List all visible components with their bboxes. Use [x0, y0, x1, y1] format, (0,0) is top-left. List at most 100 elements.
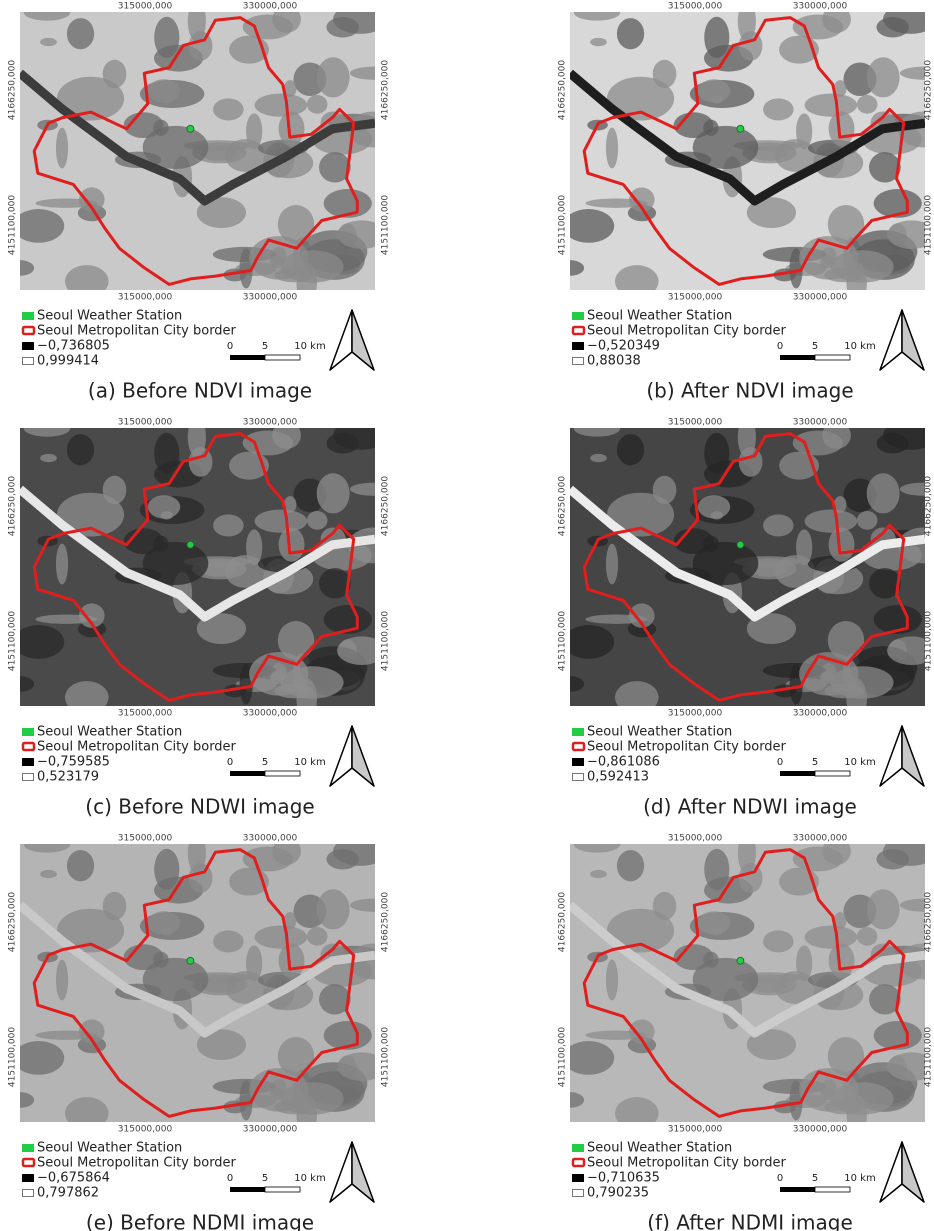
terrain-patch — [563, 625, 614, 659]
scale-bar-black — [230, 355, 265, 360]
terrain-patch — [333, 420, 388, 450]
y-coord-label: 4166250,000 — [381, 476, 391, 536]
legend-border-swatch — [23, 1159, 34, 1166]
terrain-patch — [739, 863, 763, 893]
legend-border: Seoul Metropolitan City border — [37, 324, 237, 339]
y-coord-label: 4151100,000 — [924, 1027, 934, 1087]
north-arrow-right — [352, 1142, 374, 1202]
y-coord-label: 4151100,000 — [8, 611, 18, 671]
weather-station — [737, 957, 744, 964]
y-coord-label: 4151100,000 — [924, 611, 934, 671]
x-coord-label: 330000,000 — [793, 2, 848, 12]
terrain-patch — [617, 434, 644, 465]
x-coord-label: 315000,000 — [118, 834, 173, 844]
y-coord-label: 4166250,000 — [8, 60, 18, 120]
terrain-patch — [556, 260, 584, 276]
north-arrow-right — [352, 310, 374, 370]
terrain-patch — [867, 57, 900, 97]
terrain-patch — [13, 209, 64, 243]
x-coord-label: 315000,000 — [668, 1125, 723, 1135]
y-coord-label: 4151100,000 — [924, 195, 934, 255]
map-panel: 315000,000315000,000330000,000330000,000… — [556, 1, 934, 403]
legend-station: Seoul Weather Station — [587, 309, 732, 324]
x-coord-label: 330000,000 — [243, 709, 298, 719]
terrain-patch — [711, 927, 723, 935]
terrain-patch — [763, 514, 794, 536]
terrain-patch — [6, 1092, 34, 1108]
y-coord-label: 4166250,000 — [558, 892, 568, 952]
terrain-patch — [6, 260, 34, 276]
weather-station — [737, 125, 744, 132]
terrain-patch — [617, 18, 644, 49]
legend-station: Seoul Weather Station — [587, 725, 732, 740]
terrain-patch — [333, 4, 388, 34]
scale-bar-white — [815, 771, 850, 776]
legend-min: −0,710635 — [587, 1171, 660, 1186]
legend-min: −0,675864 — [37, 1171, 110, 1186]
legend-max: 0,592413 — [587, 770, 649, 785]
terrain-patch — [67, 850, 94, 881]
weather-station — [187, 957, 194, 964]
legend-max-swatch — [23, 358, 34, 365]
terrain-patch — [590, 38, 607, 46]
legend-station-swatch — [22, 312, 34, 320]
north-arrow-left — [880, 310, 902, 370]
terrain-patch — [704, 849, 729, 890]
terrain-patch — [67, 434, 94, 465]
legend-border-swatch — [573, 1159, 584, 1166]
terrain-patch — [154, 17, 179, 58]
y-coord-label: 4151100,000 — [8, 1027, 18, 1087]
legend-min: −0,520349 — [587, 339, 660, 354]
scale-label: 0 — [227, 341, 233, 352]
terrain-patch — [711, 511, 723, 519]
x-coord-label: 315000,000 — [118, 709, 173, 719]
caption: (b) After NDVI image — [646, 379, 853, 403]
terrain-patch — [189, 863, 213, 893]
terrain-patch — [154, 849, 179, 890]
legend-min-swatch — [572, 342, 584, 350]
legend-min-swatch — [22, 1174, 34, 1182]
x-coord-label: 315000,000 — [118, 2, 173, 12]
legend-border-swatch — [23, 327, 34, 334]
terrain-patch — [24, 4, 71, 20]
scale-bar-black — [780, 771, 815, 776]
terrain-patch — [556, 1092, 584, 1108]
terrain-patch — [40, 38, 57, 46]
terrain-patch — [255, 94, 308, 117]
legend-station: Seoul Weather Station — [37, 309, 182, 324]
legend-min: −0,736805 — [37, 339, 110, 354]
legend-station-swatch — [572, 312, 584, 320]
y-coord-label: 4166250,000 — [381, 892, 391, 952]
terrain-patch — [213, 98, 244, 120]
x-coord-label: 315000,000 — [668, 834, 723, 844]
y-coord-label: 4166250,000 — [924, 60, 934, 120]
x-coord-label: 330000,000 — [793, 1125, 848, 1135]
x-coord-label: 315000,000 — [668, 293, 723, 303]
terrain-patch — [805, 510, 858, 533]
terrain-patch — [255, 926, 308, 949]
legend-max: 0,790235 — [587, 1186, 649, 1201]
map-panel: 315000,000315000,000330000,000330000,000… — [6, 833, 398, 1231]
map-image — [6, 417, 398, 720]
terrain-patch — [161, 927, 173, 935]
terrain-patch — [763, 930, 794, 952]
legend-station: Seoul Weather Station — [37, 725, 182, 740]
y-coord-label: 4166250,000 — [8, 892, 18, 952]
y-coord-label: 4151100,000 — [558, 195, 568, 255]
terrain-patch — [65, 1097, 109, 1129]
x-coord-label: 315000,000 — [668, 709, 723, 719]
terrain-patch — [606, 544, 618, 585]
terrain-patch — [574, 420, 621, 436]
north-arrow-right — [902, 310, 924, 370]
scale-label: 0 — [227, 757, 233, 768]
map-image — [556, 417, 934, 720]
terrain-patch — [574, 836, 621, 852]
terrain-patch — [615, 681, 659, 713]
terrain-patch — [693, 958, 759, 1001]
x-coord-label: 330000,000 — [243, 834, 298, 844]
terrain-patch — [857, 511, 878, 530]
terrain-patch — [606, 960, 618, 1001]
scale-label: 5 — [812, 341, 818, 352]
terrain-patch — [161, 95, 173, 103]
terrain-patch — [693, 126, 759, 169]
